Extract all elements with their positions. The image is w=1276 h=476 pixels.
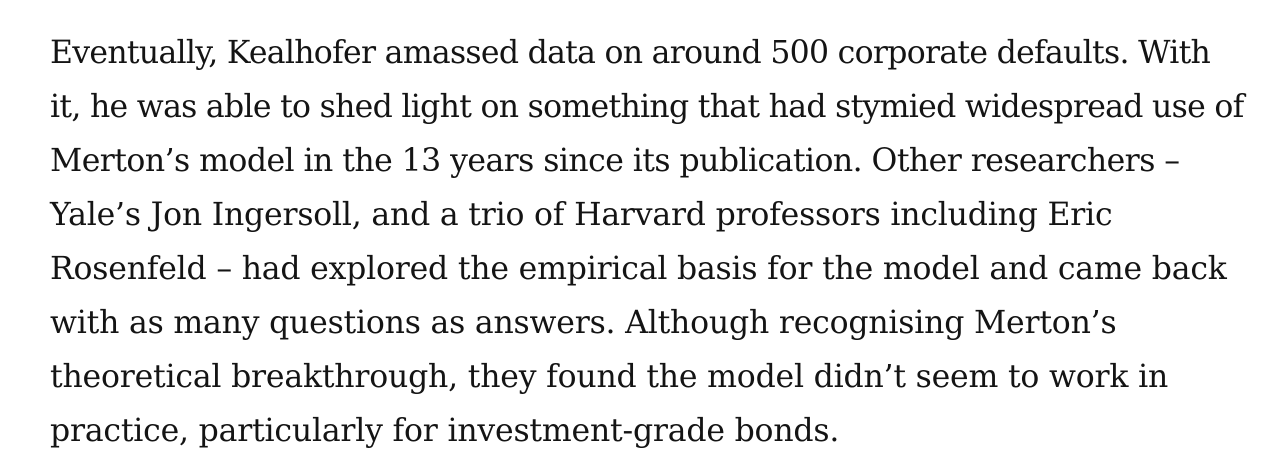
paragraph-line: with as many questions as answers. Altho… [50,305,1117,341]
paragraph-line: Rosenfeld – had explored the empirical b… [50,251,1227,287]
paragraph-line: Merton’s model in the 13 years since its… [50,143,1180,179]
paragraph-line: theoretical breakthrough, they found the… [50,359,1169,395]
paragraph: Eventually, Kealhofer amassed data on ar… [50,26,1265,458]
article-body: Eventually, Kealhofer amassed data on ar… [50,26,1265,458]
paragraph-line: Eventually, Kealhofer amassed data on ar… [50,35,1211,71]
paragraph-line: practice, particularly for investment-gr… [50,413,840,449]
paragraph-line: Yale’s Jon Ingersoll, and a trio of Harv… [50,197,1113,233]
paragraph-line: it, he was able to shed light on somethi… [50,89,1244,125]
